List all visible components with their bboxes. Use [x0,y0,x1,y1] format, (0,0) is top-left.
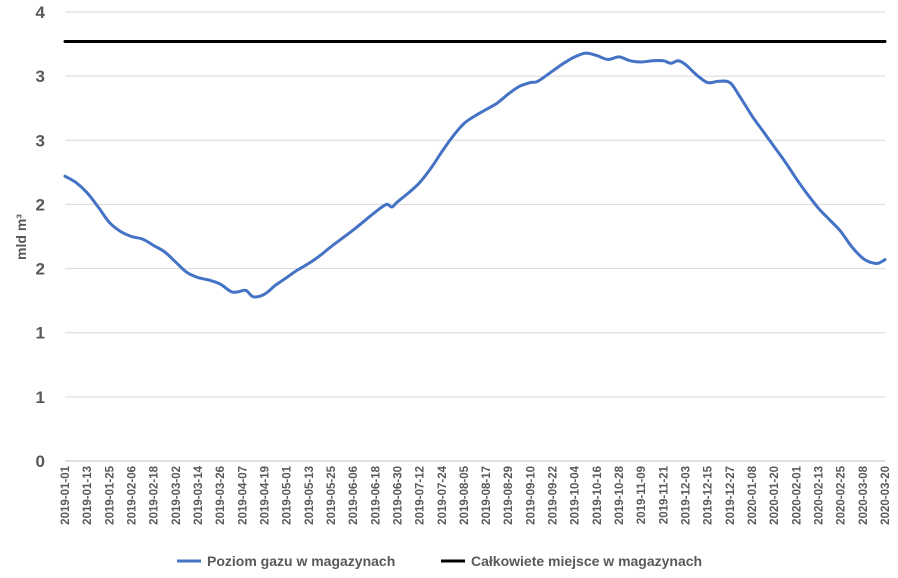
legend-label-gas-level: Poziom gazu w magazynach [207,553,395,569]
y-tick-label: 1 [36,324,45,343]
gridlines [65,11,885,398]
x-tick-label: 2019-12-27 [725,466,737,525]
x-tick-label: 2019-05-01 [282,465,294,524]
x-tick-label: 2019-03-02 [171,466,183,525]
y-tick-label: 4 [36,3,46,22]
legend-item-gas-level: Poziom gazu w magazynach [177,553,395,569]
legend: Poziom gazu w magazynach Całkowiete miej… [177,553,702,569]
series-line-gas-level [63,51,887,299]
x-tick-label: 2019-07-24 [437,465,449,524]
x-tick-label: 2019-11-21 [658,465,670,524]
x-tick-label: 2019-02-06 [126,466,138,525]
x-tick-label: 2019-10-28 [614,465,626,524]
y-tick-label: 0 [36,452,45,471]
x-tick-label: 2019-08-29 [503,466,515,525]
y-tick-label: 2 [36,195,45,214]
legend-label-total-capacity: Całkowiete miejsce w magazynach [471,553,702,569]
x-tick-label: 2019-11-09 [636,466,648,524]
y-tick-label: 3 [36,131,45,150]
x-tick-label: 2019-06-30 [392,466,404,525]
x-tick-label: 2019-06-18 [370,465,382,524]
x-tick-label: 2019-05-25 [326,465,338,524]
x-tick-label: 2019-10-16 [592,466,604,525]
x-tick-label: 2019-12-03 [681,466,693,525]
x-tick-label: 2019-08-17 [481,466,493,525]
x-tick-label: 2019-02-18 [149,465,161,524]
x-tick-label: 2020-01-08 [747,465,759,524]
x-tick-label: 2020-02-01 [791,465,803,524]
x-tick-label: 2020-03-20 [880,466,892,525]
x-tick-label: 2019-08-05 [459,465,471,524]
x-tick-label: 2019-04-07 [237,466,249,525]
y-tick-label: 3 [36,67,45,86]
x-tick-label: 2020-02-13 [814,466,826,525]
x-tick-label: 2019-09-22 [548,466,560,525]
y-axis-title: mld m³ [13,214,29,260]
x-tick-label: 2019-09-10 [525,466,537,525]
x-tick-label: 2019-12-15 [703,465,715,524]
y-axis-ticks: 0 1 1 2 2 3 3 4 [36,3,46,471]
legend-item-total-capacity: Całkowiete miejsce w magazynach [441,553,702,569]
x-tick-label: 2019-01-01 [60,465,72,524]
x-tick-label: 2019-05-13 [304,466,316,525]
x-tick-label: 2020-03-08 [858,465,870,524]
x-tick-label: 2019-03-26 [215,466,227,525]
x-tick-label: 2019-04-19 [259,466,271,525]
y-tick-label: 2 [36,260,45,279]
x-tick-label: 2019-07-12 [415,466,427,525]
series-layer [63,40,887,299]
x-tick-label: 2020-02-25 [836,465,848,524]
x-tick-label: 2019-01-25 [104,465,116,524]
x-axis-ticks: 2019-01-01 2019-01-13 2019-01-25 2019-02-06… [60,465,892,524]
x-tick-label: 2019-01-13 [82,466,94,525]
y-tick-label: 1 [36,388,45,407]
x-tick-label: 2019-03-14 [193,465,205,524]
x-tick-label: 2020-01-20 [769,466,781,525]
x-tick-label: 2019-06-06 [348,466,360,525]
x-tick-label: 2019-10-04 [570,465,582,524]
